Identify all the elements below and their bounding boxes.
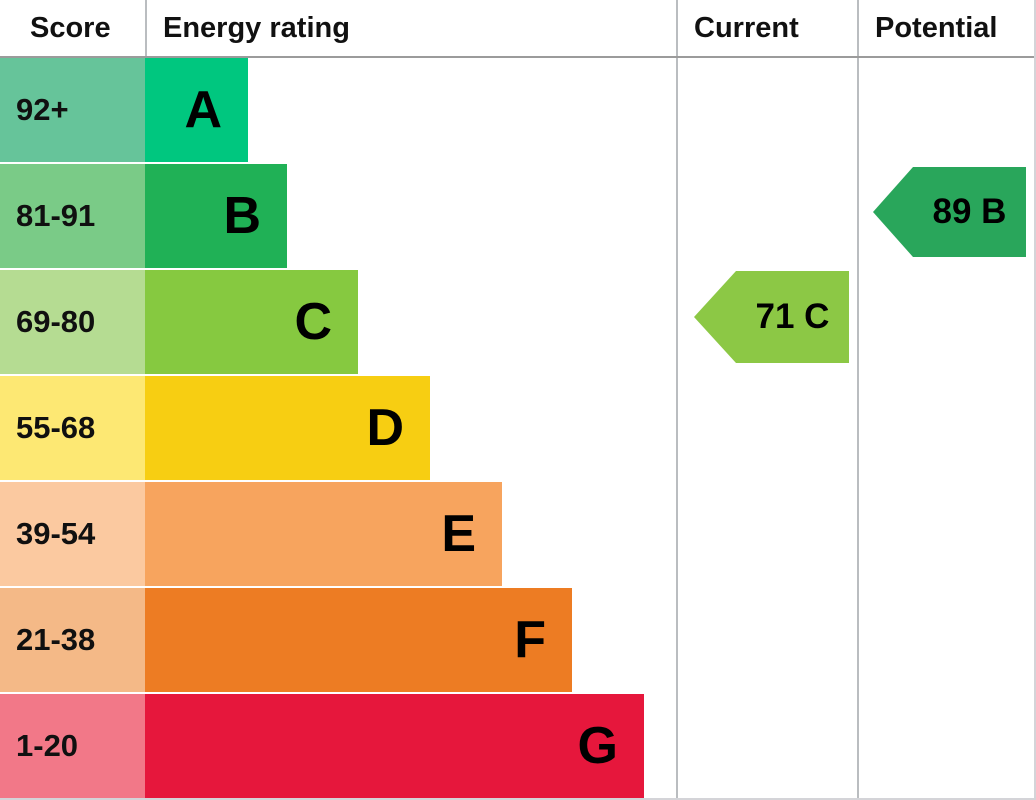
column-header-energy-rating-label: Energy rating	[163, 11, 350, 44]
column-header-energy-rating: Energy rating	[145, 0, 676, 56]
score-range-a: 92+	[0, 58, 145, 162]
current-arrow-label: 71 C	[755, 297, 830, 336]
rating-bar-g: G	[145, 694, 644, 798]
rating-bar-d: D	[145, 376, 430, 480]
column-divider-score	[145, 0, 147, 56]
header-divider	[0, 56, 1034, 58]
band-row-b: 81-91 B	[0, 164, 1034, 270]
score-range-g: 1-20	[0, 694, 145, 798]
score-range-e: 39-54	[0, 482, 145, 586]
column-header-current-label: Current	[694, 11, 799, 44]
column-header-potential: Potential	[857, 0, 1034, 56]
column-divider-current	[676, 0, 678, 798]
score-range-b: 81-91	[0, 164, 145, 268]
column-header-score: Score	[0, 0, 145, 56]
band-row-a: 92+ A	[0, 58, 1034, 164]
column-divider-potential	[857, 0, 859, 798]
column-header-score-label: Score	[30, 11, 111, 44]
band-row-c: 69-80 C	[0, 270, 1034, 376]
rating-bar-c: C	[145, 270, 358, 374]
rating-bar-b: B	[145, 164, 287, 268]
rating-bar-e: E	[145, 482, 502, 586]
rating-bar-a: A	[145, 58, 248, 162]
potential-arrow-label: 89 B	[932, 192, 1007, 231]
column-header-potential-label: Potential	[875, 11, 998, 44]
score-range-c: 69-80	[0, 270, 145, 374]
score-range-d: 55-68	[0, 376, 145, 480]
band-row-d: 55-68 D	[0, 376, 1034, 482]
column-header-current: Current	[676, 0, 857, 56]
band-row-f: 21-38 F	[0, 588, 1034, 694]
rating-bar-f: F	[145, 588, 572, 692]
score-range-f: 21-38	[0, 588, 145, 692]
band-row-e: 39-54 E	[0, 482, 1034, 588]
band-row-g: 1-20 G	[0, 694, 1034, 798]
